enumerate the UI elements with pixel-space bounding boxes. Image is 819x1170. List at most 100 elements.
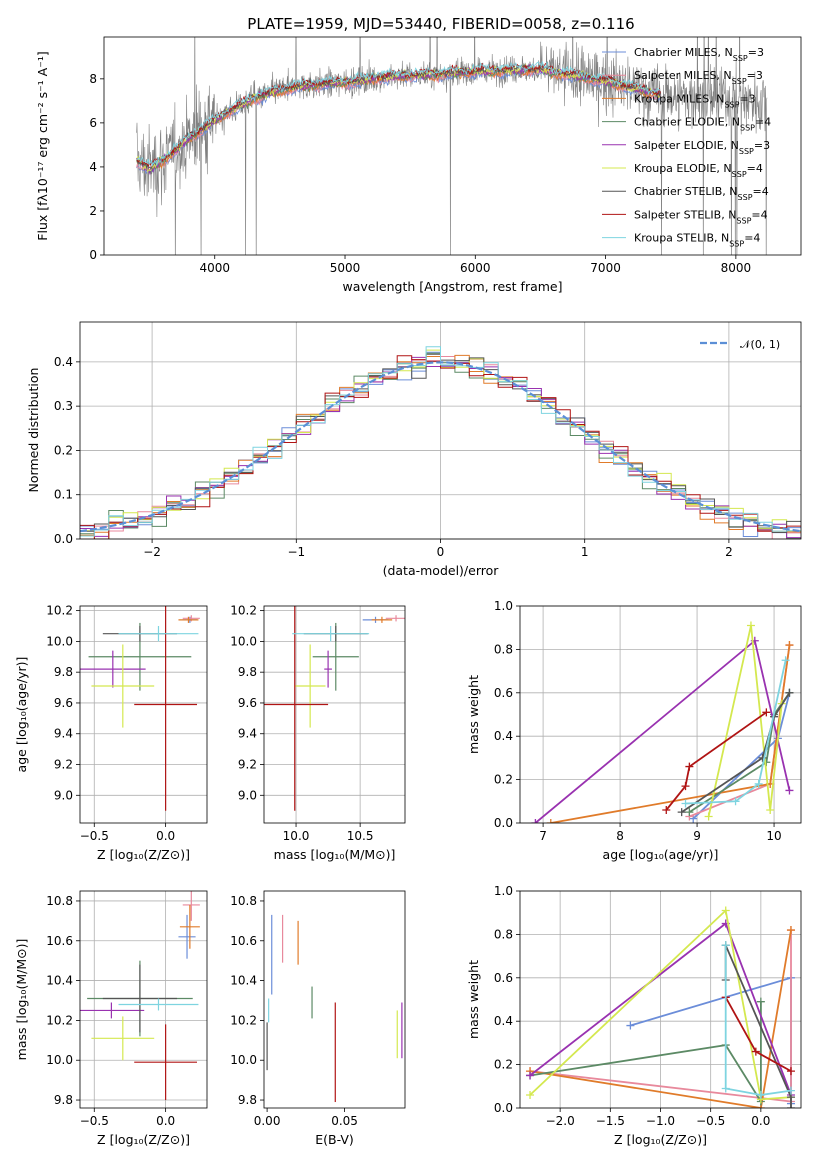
weight-marker <box>526 1090 535 1099</box>
y-tick-label: 0.4 <box>494 1014 513 1028</box>
weight-marker <box>746 621 755 630</box>
x-tick-label: 8 <box>616 829 624 843</box>
x-tick-label: 5000 <box>330 261 361 275</box>
y-tick-label: 10.8 <box>230 894 257 908</box>
mass-vs-ebv-plot <box>266 914 403 1103</box>
y-tick-label: 8 <box>89 72 97 86</box>
mass-weight-vs-age-frame: 7 8 9 10 0.0 0.2 0.4 0.6 0.8 1.0 age [log₁₀(age/yr… <box>466 599 802 862</box>
x-tick-label: 1 <box>581 545 589 559</box>
y-tick-label: 9.4 <box>54 727 73 741</box>
y-tick-label: 10.8 <box>46 894 73 908</box>
axes-frame <box>519 890 802 1109</box>
x-tick-label: 9 <box>693 829 701 843</box>
x-tick-label: 6000 <box>460 261 491 275</box>
x-tick-label: −1.0 <box>646 1114 675 1128</box>
y-tick-label: 0.1 <box>54 488 73 502</box>
y-tick-label: 10.0 <box>230 1053 257 1067</box>
y-tick-label: 10.4 <box>46 974 73 988</box>
weight-marker <box>546 819 555 823</box>
y-tick-label: 9.8 <box>238 1093 257 1107</box>
weight-line <box>685 660 787 805</box>
legend-subscript: SSP <box>740 123 755 132</box>
legend-value: =4 <box>744 232 760 245</box>
age-vs-Z-plot <box>80 606 200 811</box>
legend-value: =4 <box>753 185 769 198</box>
spectrum-axes: 4000 5000 6000 7000 8000 0 2 4 6 8 wavelength [Ang… <box>35 36 802 294</box>
weight-line <box>681 692 791 813</box>
y-tick-label: 9.2 <box>238 758 257 772</box>
legend-value: =3 <box>754 139 770 152</box>
x-axis-label: (data-model)/error <box>383 563 500 578</box>
weight-line <box>529 908 792 1101</box>
spectrum-legend: Chabrier MILES, NSSP=3 Salpeter MILES, NS… <box>602 46 771 248</box>
y-tick-label: 10.0 <box>46 1053 73 1067</box>
y-tick-label: 0 <box>89 248 97 262</box>
y-tick-label: 0.6 <box>494 686 513 700</box>
model-spectrum-line <box>136 62 661 167</box>
x-axis-label: Z [log₁₀(Z/Z⊙)] <box>614 1132 707 1147</box>
weight-marker <box>526 1071 535 1080</box>
y-tick-label: 0.0 <box>494 1101 513 1115</box>
legend-subscript: SSP <box>736 216 751 225</box>
legend-label: Salpeter MILES, NSSP=3 <box>634 69 763 86</box>
mass-weight-vs-Z-frame: −2.0 −1.5 −1.0 −0.5 0.0 0.0 0.2 0.4 0.6 0.8 1.0 Z [… <box>466 884 802 1147</box>
weight-line <box>529 1001 762 1105</box>
x-tick-label: −1 <box>287 545 305 559</box>
y-tick-label: 9.8 <box>238 665 257 679</box>
weight-marker <box>781 656 790 665</box>
y-axis-label: Normed distribution <box>26 368 41 493</box>
histogram-legend: 𝒩(0, 1) <box>700 338 780 351</box>
model-spectrum-line <box>136 61 661 167</box>
weight-marker <box>786 926 795 935</box>
spectrum-plot <box>136 37 768 255</box>
y-tick-label: 1.0 <box>494 884 513 898</box>
y-tick-label: 0.4 <box>54 355 73 369</box>
weight-line <box>665 711 767 811</box>
weight-marker <box>751 1047 760 1056</box>
weight-marker <box>681 782 690 791</box>
x-tick-label: −2.0 <box>546 1114 575 1128</box>
y-tick-label: 10.6 <box>230 934 257 948</box>
model-spectrum-line <box>136 63 661 173</box>
age-vs-mass-frame: 10.0 10.5 9.0 9.2 9.4 9.6 9.8 10.0 10.2 mass [log… <box>230 604 406 862</box>
x-tick-label: 0.00 <box>254 1114 281 1128</box>
x-tick-label: 0.0 <box>751 1114 770 1128</box>
weight-marker <box>786 1067 795 1076</box>
figure-title: PLATE=1959, MJD=53440, FIBERID=0058, z=0… <box>247 15 634 33</box>
x-axis-label: mass [log₁₀(M/M⊙)] <box>274 847 396 862</box>
y-axis-label: mass [log₁₀(M/M⊙)] <box>14 939 29 1061</box>
legend-value: =3 <box>747 69 763 82</box>
y-tick-label: 2 <box>89 204 97 218</box>
mass-vs-Z-frame: −0.5 0.0 9.8 10.0 10.2 10.4 10.6 10.8 Z [log₁₀(Z… <box>14 890 208 1147</box>
y-axis-label: mass weight <box>466 675 481 754</box>
weight-marker <box>786 1104 795 1108</box>
y-tick-label: 0.2 <box>54 443 73 457</box>
data-spectrum-line <box>136 37 768 255</box>
legend-label: Salpeter STELIB, NSSP=4 <box>634 208 768 225</box>
y-tick-label: 10.6 <box>46 934 73 948</box>
weight-marker <box>721 941 730 950</box>
y-tick-label: 0.8 <box>494 927 513 941</box>
x-tick-label: −0.5 <box>80 829 109 843</box>
x-axis-label: E(B-V) <box>315 1132 354 1147</box>
axes-frame <box>103 36 802 256</box>
y-tick-label: 0.8 <box>494 642 513 656</box>
age-vs-mass-plot <box>264 606 405 811</box>
residual-histogram-plot <box>80 346 801 539</box>
age-vs-mass-axes: 10.0 10.5 9.0 9.2 9.4 9.6 9.8 10.0 10.2 mass [log… <box>230 604 406 862</box>
legend-value: =3 <box>748 46 764 59</box>
x-tick-label: 2 <box>725 545 733 559</box>
x-tick-label: 0.05 <box>331 1114 358 1128</box>
legend-value: =3 <box>739 92 755 105</box>
weight-marker <box>785 688 794 697</box>
legend-label: Salpeter ELODIE, NSSP=3 <box>634 139 770 156</box>
residual-histogram-axes: −2 −1 0 1 2 0.0 0.1 0.2 0.3 0.4 (data-model)/error… <box>26 321 802 578</box>
legend-value: =4 <box>751 208 767 221</box>
legend-label: Kroupa STELIB, NSSP=4 <box>634 232 760 249</box>
y-tick-label: 9.4 <box>238 727 257 741</box>
weight-line <box>529 929 792 1108</box>
x-tick-label: 8000 <box>721 261 752 275</box>
weight-line <box>534 639 791 823</box>
weight-marker <box>721 1084 730 1093</box>
x-tick-label: 0.0 <box>156 829 175 843</box>
